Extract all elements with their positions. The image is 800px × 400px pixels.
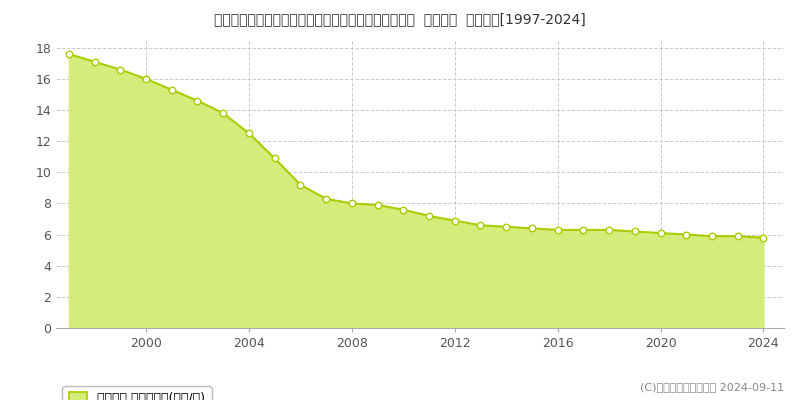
Point bbox=[706, 233, 718, 239]
Point bbox=[422, 213, 435, 219]
Point bbox=[371, 202, 384, 208]
Point bbox=[628, 228, 641, 235]
Point bbox=[551, 227, 564, 233]
Point bbox=[242, 130, 255, 137]
Point bbox=[577, 227, 590, 233]
Point bbox=[526, 225, 538, 232]
Point bbox=[191, 98, 204, 104]
Point bbox=[448, 217, 461, 224]
Point bbox=[268, 155, 281, 162]
Point bbox=[114, 66, 126, 73]
Point bbox=[474, 222, 487, 228]
Point bbox=[294, 182, 306, 188]
Point bbox=[166, 87, 178, 93]
Point bbox=[88, 58, 101, 65]
Point bbox=[62, 51, 75, 57]
Point bbox=[731, 233, 744, 239]
Point bbox=[217, 110, 230, 116]
Legend: 地価公示 平均坪単価(万円/坪): 地価公示 平均坪単価(万円/坪) bbox=[62, 386, 211, 400]
Point bbox=[320, 196, 333, 202]
Point bbox=[654, 230, 667, 236]
Point bbox=[346, 200, 358, 207]
Point bbox=[757, 234, 770, 241]
Point bbox=[140, 76, 153, 82]
Point bbox=[397, 206, 410, 213]
Point bbox=[500, 224, 513, 230]
Text: (C)土地価格ドットコム 2024-09-11: (C)土地価格ドットコム 2024-09-11 bbox=[640, 382, 784, 392]
Point bbox=[602, 227, 615, 233]
Text: 埼玉県比企郡鳩山町大字大豆戸字七反田上２７９番２  地価公示  地価推移[1997-2024]: 埼玉県比企郡鳩山町大字大豆戸字七反田上２７９番２ 地価公示 地価推移[1997-… bbox=[214, 12, 586, 26]
Point bbox=[680, 231, 693, 238]
